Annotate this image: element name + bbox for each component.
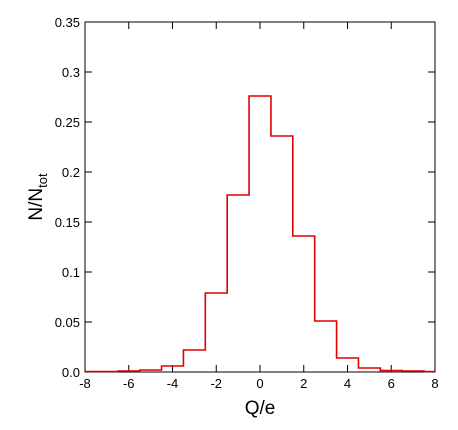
y-tick-label: 0.35	[55, 15, 80, 30]
axis-ticks	[84, 21, 436, 373]
x-tick-label: 8	[431, 376, 438, 391]
x-tick-label: -6	[123, 376, 135, 391]
y-tick-label: 0.25	[55, 115, 80, 130]
y-tick-label: 0.1	[62, 265, 80, 280]
plot-frame	[84, 21, 436, 373]
x-axis-label: Q/e	[245, 398, 276, 419]
y-axis-label-subscript: tot	[35, 173, 50, 188]
x-tick-label: -8	[79, 376, 91, 391]
y-tick-label: 0.2	[62, 165, 80, 180]
x-tick-label: 2	[300, 376, 307, 391]
x-tick-label: 0	[256, 376, 263, 391]
y-tick-label: 0.15	[55, 215, 80, 230]
y-tick-label: 0.3	[62, 65, 80, 80]
x-tick-label: 4	[344, 376, 351, 391]
y-axis-label: N/Ntot	[26, 173, 50, 221]
x-tick-label: -2	[210, 376, 222, 391]
y-axis-label-main: N/N	[26, 188, 47, 221]
x-tick-label: 6	[388, 376, 395, 391]
x-tick-label: -4	[167, 376, 179, 391]
histogram-step-line	[85, 95, 435, 373]
y-tick-label: 0.05	[55, 315, 80, 330]
tick-labels: -8 -6 -4 -2 0 2 4 6 8 0.0 0.05 0.1 0.15 0.2 0.25 0.3 0.3…	[55, 15, 439, 391]
y-tick-label: 0.0	[62, 365, 80, 380]
